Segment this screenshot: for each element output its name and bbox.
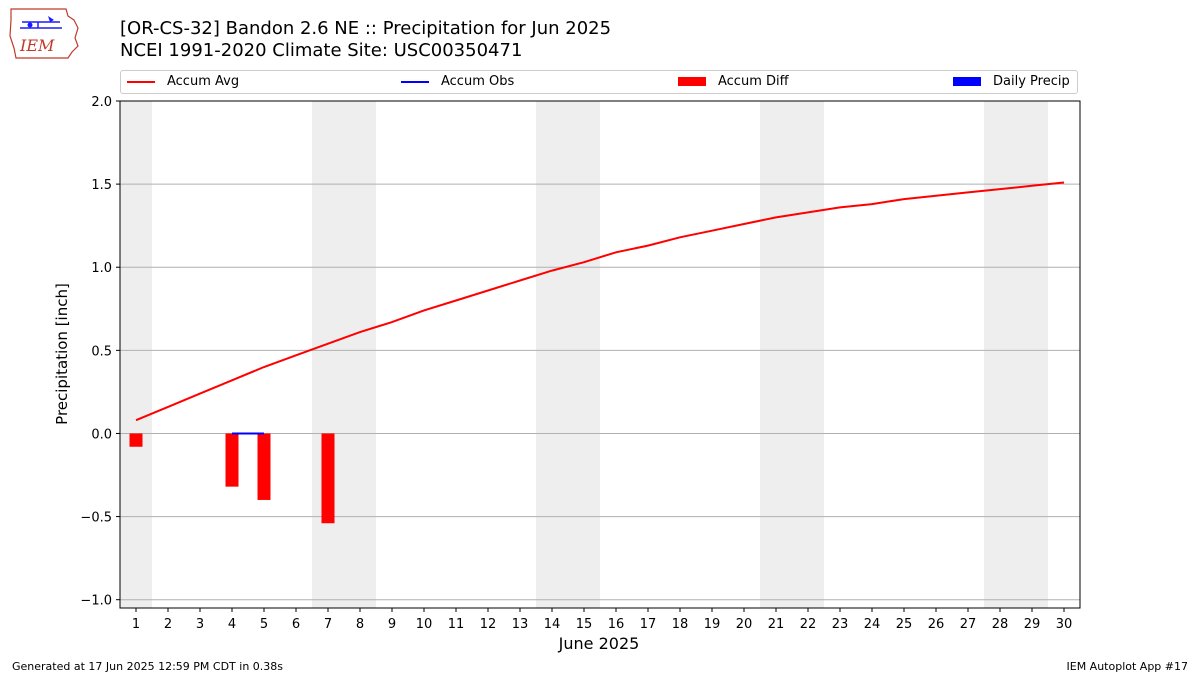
accum-avg-line [135, 181, 1065, 422]
y-tick-label: 0.0 [91, 427, 112, 442]
diff-bars [129, 433, 335, 524]
x-tick-label: 10 [416, 617, 433, 632]
x-tick-label: 27 [960, 617, 977, 632]
legend-label-daily-precip: Daily Precip [993, 74, 1070, 89]
x-tick-label: 17 [640, 617, 657, 632]
diff-bar [257, 433, 271, 500]
legend-item-daily-precip: Daily Precip [953, 74, 1070, 89]
weekend-span [120, 101, 152, 608]
y-tick-label: −1.0 [80, 594, 112, 609]
diff-bar [225, 433, 239, 487]
iem-logo: IEM [8, 6, 80, 60]
x-tick-label: 11 [448, 617, 465, 632]
x-tick-label: 9 [388, 617, 396, 632]
y-tick-label: 2.0 [91, 95, 112, 110]
x-tick-label: 30 [1056, 617, 1073, 632]
chart-subtitle: NCEI 1991-2020 Climate Site: USC00350471 [120, 40, 523, 61]
x-tick-label: 8 [356, 617, 364, 632]
x-tick-label: 15 [576, 617, 593, 632]
x-tick-label: 12 [480, 617, 497, 632]
chart-title: [OR-CS-32] Bandon 2.6 NE :: Precipitatio… [120, 18, 612, 39]
y-tick-label: 0.5 [91, 344, 112, 359]
x-tick-label: 22 [800, 617, 817, 632]
x-tick-label: 1 [132, 617, 140, 632]
weekend-span [536, 101, 600, 608]
x-tick-label: 13 [512, 617, 529, 632]
legend-item-accum-diff: Accum Diff [678, 74, 789, 89]
x-tick-label: 19 [704, 617, 721, 632]
x-axis-label: June 2025 [558, 634, 640, 653]
weekend-span [760, 101, 824, 608]
x-tick-label: 20 [736, 617, 753, 632]
weekend-shading [120, 101, 1048, 608]
legend-item-accum-avg: Accum Avg [127, 74, 239, 89]
x-tick-label: 3 [196, 617, 204, 632]
weekend-span [312, 101, 376, 608]
x-tick-label: 5 [260, 617, 268, 632]
legend-swatch-daily-precip [953, 77, 981, 86]
legend-swatch-accum-avg [127, 80, 155, 83]
logo-text: IEM [19, 36, 55, 55]
x-tick-label: 21 [768, 617, 785, 632]
footer-app-text: IEM Autoplot App #17 [1066, 660, 1189, 673]
x-tick-label: 4 [228, 617, 236, 632]
diff-bar [129, 433, 143, 447]
x-tick-label: 6 [292, 617, 300, 632]
axes: 2.01.51.00.50.0−0.5−1.01 2 3 4 5 6 7 8 9 10 11 12 13… [80, 95, 1081, 632]
chart-legend: Accum Avg Accum Obs Accum Diff Daily Pre… [120, 70, 1078, 94]
x-tick-label: 7 [324, 617, 332, 632]
y-tick-label: −0.5 [80, 511, 112, 526]
legend-item-accum-obs: Accum Obs [401, 74, 514, 89]
x-tick-label: 14 [544, 617, 561, 632]
x-tick-label: 2 [164, 617, 172, 632]
y-axis-label: Precipitation [inch] [53, 283, 71, 425]
x-tick-label: 16 [608, 617, 625, 632]
x-tick-label: 24 [864, 617, 881, 632]
x-tick-label: 29 [1024, 617, 1041, 632]
y-tick-label: 1.0 [91, 261, 112, 276]
legend-label-accum-obs: Accum Obs [441, 74, 515, 89]
x-tick-label: 23 [832, 617, 849, 632]
x-tick-label: 25 [896, 617, 913, 632]
series-lines [135, 181, 1065, 435]
x-tick-label: 18 [672, 617, 689, 632]
x-tick-label: 26 [928, 617, 945, 632]
legend-label-accum-avg: Accum Avg [167, 74, 240, 89]
plot-frame [119, 100, 1081, 609]
legend-label-accum-diff: Accum Diff [718, 74, 789, 89]
legend-swatch-accum-diff [678, 77, 706, 86]
y-tick-label: 1.5 [91, 178, 112, 193]
footer-generated-text: Generated at 17 Jun 2025 12:59 PM CDT in… [12, 660, 284, 673]
legend-swatch-accum-obs [401, 80, 429, 83]
x-tick-label: 28 [992, 617, 1009, 632]
weekend-span [984, 101, 1048, 608]
diff-bar [321, 433, 335, 524]
